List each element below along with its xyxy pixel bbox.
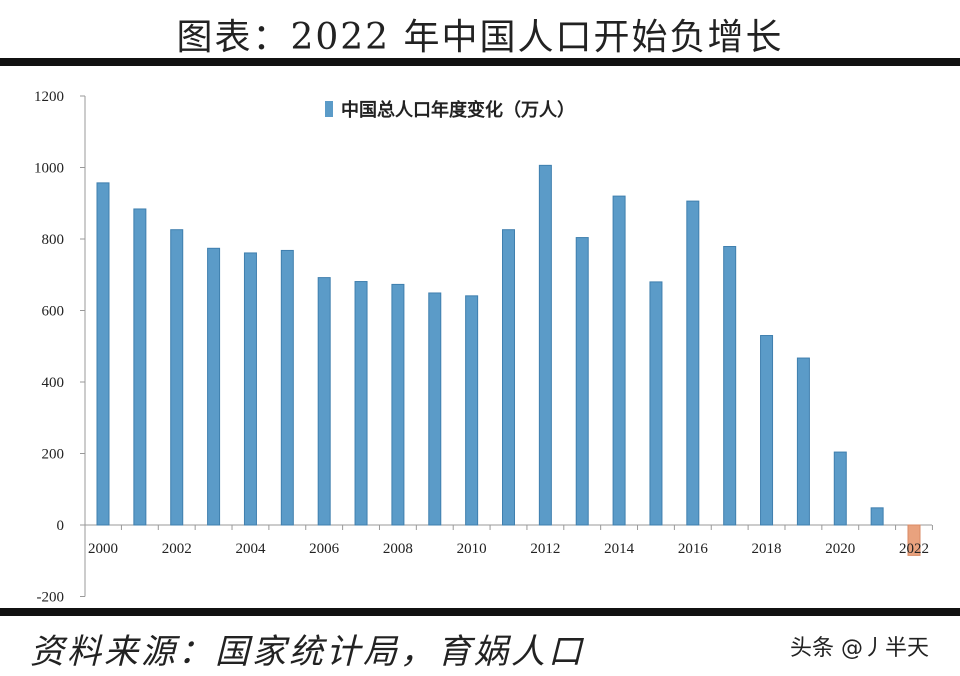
bar-2001 — [133, 208, 147, 526]
bar-2003 — [207, 247, 221, 526]
legend-swatch — [325, 101, 333, 117]
bar-2013 — [575, 237, 589, 526]
bottom-divider — [0, 608, 960, 616]
y-tick-label: 1200 — [34, 89, 64, 105]
bar-2014 — [612, 195, 626, 526]
bar-2011 — [502, 229, 515, 526]
bar-2005 — [280, 249, 294, 526]
bar-2017 — [723, 246, 737, 526]
x-tick-label: 2006 — [309, 541, 340, 557]
x-tick-label: 2014 — [604, 541, 635, 557]
bar-2004 — [243, 252, 257, 526]
bar-2021 — [870, 507, 884, 526]
x-tick-label: 2000 — [88, 541, 118, 557]
y-tick-label: 1000 — [34, 161, 64, 177]
bar-chart: -200 0 200 400 600 800 1000 1200 2000 2002 2004 200… — [34, 89, 933, 606]
x-tick-label: 2008 — [383, 541, 413, 557]
x-tick-label: 2016 — [678, 541, 709, 557]
x-tick-label: 2004 — [235, 541, 266, 557]
bar-2022 — [907, 524, 921, 556]
x-tick-label: 2018 — [752, 541, 782, 557]
x-tick-label: 2022 — [899, 541, 929, 557]
page-title: 图表：2022 年中国人口开始负增长 — [176, 17, 784, 58]
bar-2009 — [428, 292, 442, 526]
bar-2006 — [317, 277, 331, 526]
bar-2010 — [465, 295, 479, 526]
x-tick-label: 2002 — [162, 541, 192, 557]
bar-2012 — [538, 164, 552, 526]
bar-2000 — [96, 182, 110, 526]
watermark: 头条 @丿半天 — [790, 636, 929, 661]
bar-2019 — [796, 357, 810, 526]
y-tick-label: 600 — [42, 304, 65, 320]
top-divider — [0, 58, 960, 66]
x-tick-label: 2010 — [457, 541, 487, 557]
legend-label: 中国总人口年度变化（万人） — [341, 99, 575, 120]
x-tick-label: 2012 — [530, 541, 560, 557]
bar-2008 — [391, 283, 405, 526]
bar-2018 — [760, 335, 774, 526]
y-tick-label: 200 — [42, 447, 65, 463]
bar-2016 — [686, 200, 700, 526]
y-tick-label: 400 — [42, 375, 65, 391]
bar-2015 — [649, 281, 663, 526]
y-tick-label: 0 — [57, 518, 65, 534]
y-tick-label: -200 — [37, 590, 65, 606]
source-note: 资料来源：国家统计局，育娲人口 — [30, 632, 585, 672]
bar-2002 — [170, 229, 184, 526]
bar-2007 — [354, 281, 368, 526]
y-tick-label: 800 — [42, 232, 65, 248]
bar-2020 — [833, 451, 847, 526]
x-tick-label: 2020 — [825, 541, 855, 557]
